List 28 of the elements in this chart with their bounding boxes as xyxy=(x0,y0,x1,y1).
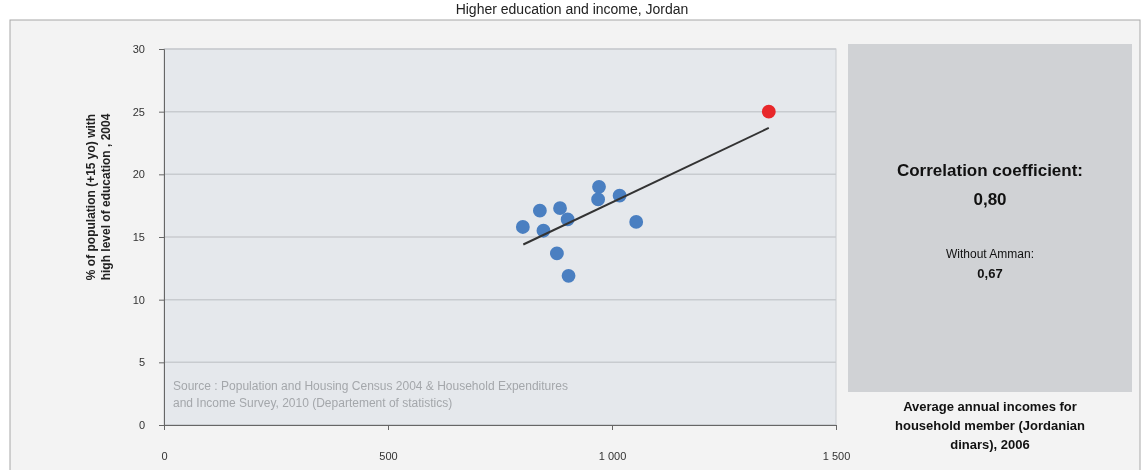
y-tick-label: 5 xyxy=(138,356,145,369)
y-tick-label: 15 xyxy=(132,231,145,244)
x-axis-title: Average annual incomes for household member (Jordanian dinars), 2006 xyxy=(895,399,1086,452)
chart-title: Higher education and income, Jordan xyxy=(455,1,689,17)
text: Without Amman: xyxy=(945,247,1035,261)
x-tick-label: 1 500 xyxy=(822,449,851,462)
y-tick-label: 20 xyxy=(132,168,145,181)
y-tick-label: 30 xyxy=(132,43,145,56)
point xyxy=(532,203,547,218)
point xyxy=(515,220,530,234)
y-tick-label: 25 xyxy=(132,105,145,118)
annotation: Source : Population and Housing Census 2004 & Household Expenditures and Income Survey, 2010 (Departement of statistics) xyxy=(173,379,568,410)
y-tick-label: 0 xyxy=(138,419,145,432)
point xyxy=(549,246,564,261)
point xyxy=(561,268,576,283)
point xyxy=(629,215,644,229)
text: Correlation coefficient: xyxy=(896,161,1084,180)
text: 0,67 xyxy=(977,266,1003,281)
point xyxy=(553,201,567,216)
x-tick-label: 1 000 xyxy=(598,449,627,462)
point xyxy=(592,179,606,194)
y-axis-title: % of population (+15 yo) with high level of education , 2004 xyxy=(84,113,113,281)
x-tick-label: 500 xyxy=(379,449,398,462)
point xyxy=(591,192,606,207)
point xyxy=(761,104,776,119)
y-tick-label: 10 xyxy=(132,293,145,306)
text: 0,80 xyxy=(973,190,1007,209)
x-tick-label: 0 xyxy=(161,449,168,462)
